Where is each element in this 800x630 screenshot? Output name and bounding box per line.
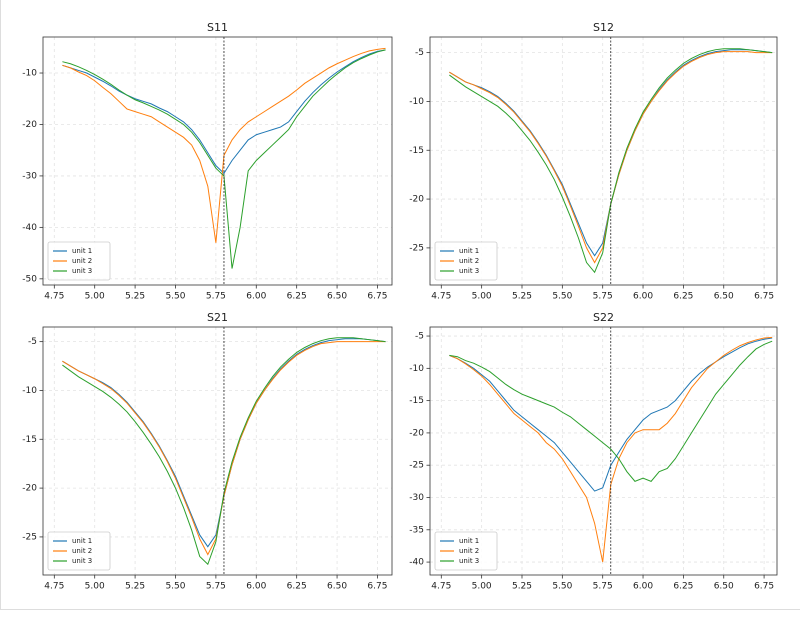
x-tick-label: 5.00 [472, 582, 492, 592]
y-tick-label: -20 [409, 195, 424, 205]
legend: unit 1 unit 2 unit 3 [47, 531, 111, 571]
x-tick-label: 4.75 [44, 292, 64, 302]
line-series [62, 47, 386, 243]
x-tick-label: 6.75 [367, 292, 387, 302]
y-tick-label: -10 [409, 364, 424, 374]
legend-label: unit 2 [72, 257, 92, 265]
y-tick-label: -25 [409, 461, 424, 471]
x-tick-label: 6.25 [287, 292, 307, 302]
subplot: S22 4.75 5.00 5.25 5.50 5.75 6.00 6.25 6.50 6.75 -… [409, 311, 778, 592]
x-tick-label: 5.50 [552, 292, 572, 302]
line-series [449, 340, 773, 482]
x-tick-label: 6.00 [246, 582, 266, 592]
x-tick-label: 6.25 [673, 292, 693, 302]
x-tick-label: 4.75 [431, 582, 451, 592]
legend: unit 1 unit 2 unit 3 [434, 531, 498, 571]
y-tick-label: -30 [409, 493, 424, 503]
x-tick-label: 5.25 [512, 292, 532, 302]
legend-label: unit 3 [459, 267, 479, 275]
x-tick-label: 5.25 [512, 582, 532, 592]
legend-label: unit 1 [459, 247, 479, 255]
x-tick-label: 6.50 [327, 292, 347, 302]
y-tick-label: -5 [28, 337, 37, 347]
y-tick-label: -15 [22, 435, 37, 445]
y-tick-label: -25 [409, 243, 424, 253]
legend-label: unit 3 [72, 557, 92, 565]
subplot-title: S21 [207, 311, 228, 324]
y-tick-label: -5 [415, 332, 424, 342]
axes-frame [42, 326, 393, 576]
y-tick-label: -10 [409, 97, 424, 107]
axes-frame [429, 36, 778, 286]
legend: unit 1 unit 2 unit 3 [47, 241, 111, 281]
legend-label: unit 1 [459, 537, 479, 545]
x-tick-label: 5.50 [552, 582, 572, 592]
subplot: S21 4.75 5.00 5.25 5.50 5.75 6.00 6.25 6.50 6.75 -… [22, 311, 393, 592]
x-tick-label: 6.00 [633, 582, 653, 592]
y-tick-label: -15 [409, 146, 424, 156]
y-tick-label: -20 [409, 428, 424, 438]
x-tick-label: 4.75 [431, 292, 451, 302]
subplot-title: S12 [593, 21, 614, 34]
y-tick-label: -10 [22, 69, 37, 79]
line-series [449, 48, 773, 274]
axes-frame [42, 36, 393, 286]
y-tick-label: -5 [415, 48, 424, 58]
legend-label: unit 2 [72, 547, 92, 555]
x-tick-label: 5.75 [206, 292, 226, 302]
x-tick-label: 6.50 [714, 292, 734, 302]
x-tick-label: 6.25 [673, 582, 693, 592]
x-tick-label: 6.50 [714, 582, 734, 592]
y-tick-label: -15 [409, 396, 424, 406]
line-series [62, 49, 386, 269]
x-tick-label: 6.75 [754, 292, 774, 302]
x-tick-label: 5.00 [472, 292, 492, 302]
legend: unit 1 unit 2 unit 3 [434, 241, 498, 281]
x-tick-label: 5.75 [593, 292, 613, 302]
line-series [62, 49, 386, 175]
x-tick-label: 6.50 [327, 582, 347, 592]
x-tick-label: 6.00 [246, 292, 266, 302]
x-tick-label: 5.75 [206, 582, 226, 592]
x-tick-label: 5.00 [85, 292, 105, 302]
subplot: S12 4.75 5.00 5.25 5.50 5.75 6.00 6.25 6.50 6.75 -… [409, 21, 778, 302]
legend-label: unit 1 [72, 247, 92, 255]
legend-label: unit 3 [72, 267, 92, 275]
x-tick-label: 5.25 [125, 292, 145, 302]
y-tick-label: -40 [22, 223, 37, 233]
subplot-title: S11 [207, 21, 228, 34]
y-tick-label: -10 [22, 386, 37, 396]
x-tick-label: 6.75 [367, 582, 387, 592]
subplot-title: S22 [593, 311, 614, 324]
x-tick-label: 5.25 [125, 582, 145, 592]
y-tick-label: -40 [409, 558, 424, 568]
subplot: S11 4.75 5.00 5.25 5.50 5.75 6.00 6.25 6.50 6.75 -… [22, 21, 393, 302]
legend-label: unit 2 [459, 257, 479, 265]
x-tick-label: 4.75 [44, 582, 64, 592]
y-tick-label: -25 [22, 532, 37, 542]
y-tick-label: -20 [22, 120, 37, 130]
legend-label: unit 1 [72, 537, 92, 545]
x-tick-label: 5.75 [593, 582, 613, 592]
legend-label: unit 2 [459, 547, 479, 555]
x-tick-label: 6.00 [633, 292, 653, 302]
x-tick-label: 6.25 [287, 582, 307, 592]
axes-frame [429, 326, 778, 576]
x-tick-label: 5.50 [165, 582, 185, 592]
y-tick-label: -30 [22, 171, 37, 181]
y-tick-label: -35 [409, 525, 424, 535]
y-tick-label: -50 [22, 274, 37, 284]
x-tick-label: 5.00 [85, 582, 105, 592]
x-tick-label: 5.50 [165, 292, 185, 302]
x-tick-label: 6.75 [754, 582, 774, 592]
y-tick-label: -20 [22, 484, 37, 494]
legend-label: unit 3 [459, 557, 479, 565]
